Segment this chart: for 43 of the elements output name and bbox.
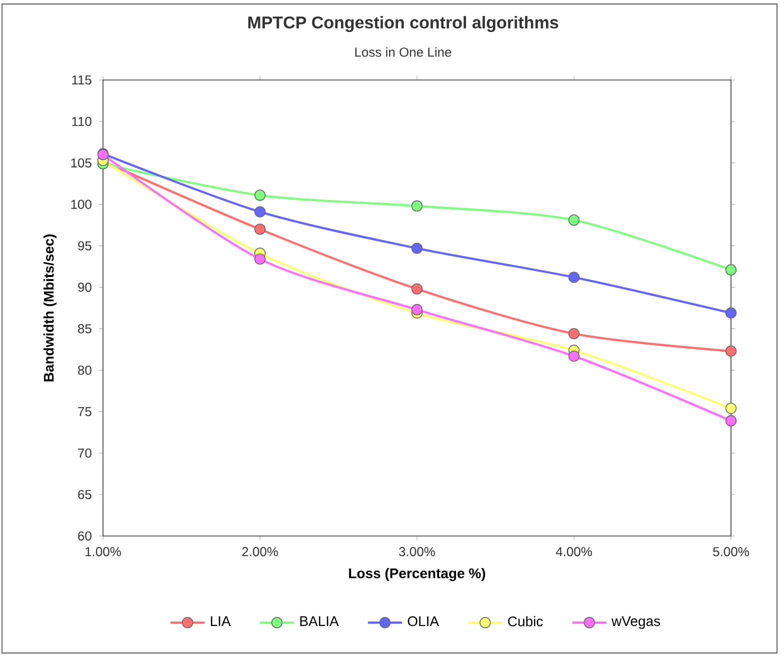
point [411,283,423,295]
y-tick-label: 90 [78,282,92,292]
y-tick-label: 100 [71,200,92,209]
y-tick-label: 75 [78,407,92,416]
chart-title: MPTCP Congestion control algorithms [248,16,558,32]
point [725,415,737,426]
x-tick-label: 1.00% [86,547,121,556]
y-axis-title: Bandwidth (Mbits/sec) [43,234,57,382]
y-tick-label: 65 [78,490,92,500]
point [254,253,266,265]
point [411,242,423,254]
point [568,214,580,226]
legend-label: wVegas [612,616,660,629]
point [254,206,266,218]
legend-label: OLIA [408,616,440,626]
point [568,328,580,340]
y-tick-label: 85 [78,324,92,334]
point [254,224,266,235]
x-tick-label: 4.00% [556,547,592,556]
y-tick-label: 105 [71,158,92,168]
y-tick-label: 115 [72,75,92,85]
point [725,264,737,276]
point [725,307,737,319]
point [411,304,423,316]
x-tick-label: 3.00% [399,547,435,556]
y-tick-label: 110 [72,116,92,126]
y-tick-label: 80 [78,366,92,375]
x-tick-label: 2.00% [242,547,278,556]
point [568,350,580,362]
legend-label: Cubic [508,616,543,626]
legend-label: BALIA [300,616,339,626]
x-tick-label: 5.00% [713,547,749,556]
y-tick-label: 60 [78,531,92,541]
y-tick-label: 70 [78,448,92,458]
point [411,200,423,212]
point [568,272,580,283]
legend-label: LIA [210,616,231,626]
y-tick-label: 95 [78,241,92,250]
point [254,190,266,201]
point [725,346,737,357]
chart-subtitle: Loss in One Line [355,47,452,57]
point [725,402,737,414]
x-axis-title: Loss (Percentage %) [349,568,486,582]
